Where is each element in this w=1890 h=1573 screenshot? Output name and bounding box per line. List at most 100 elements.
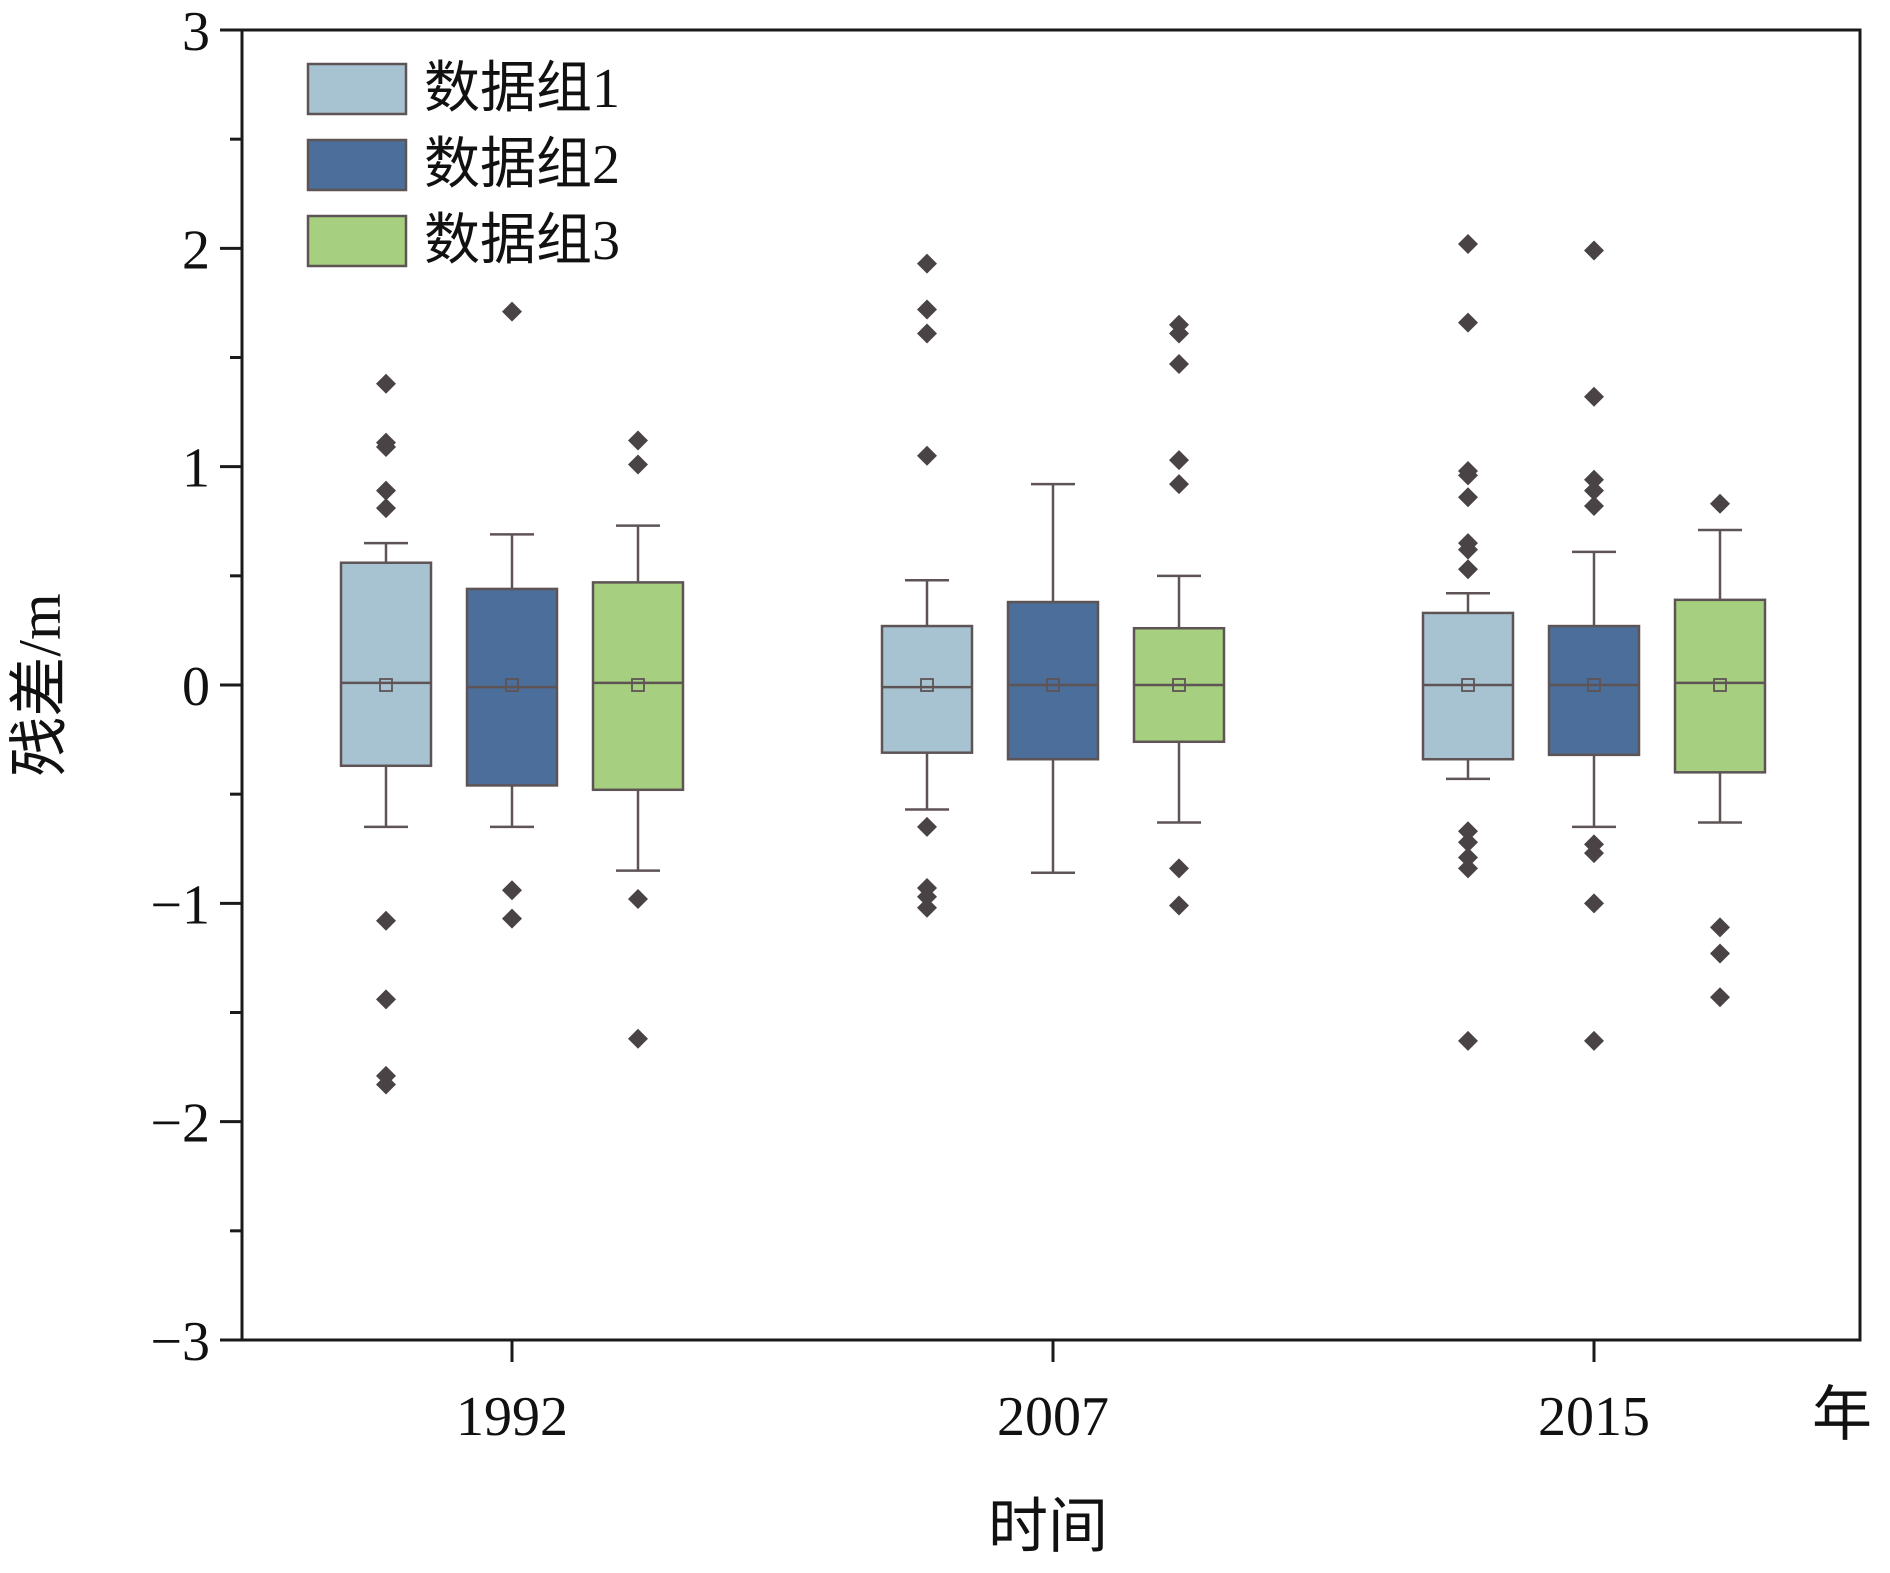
legend-label: 数据组1	[424, 58, 620, 120]
y-tick-label: 2	[182, 219, 210, 281]
box-group	[1547, 240, 1641, 1051]
y-tick-label: −1	[150, 874, 210, 936]
outlier-point	[1710, 493, 1730, 514]
box-group	[880, 253, 974, 918]
mean-marker	[1172, 678, 1186, 692]
outlier-point	[1584, 843, 1604, 864]
outlier-point	[1584, 386, 1604, 407]
outlier-point	[1458, 559, 1478, 580]
outlier-point	[1458, 233, 1478, 254]
outlier-point	[376, 1074, 396, 1095]
x-tick-label: 2007	[997, 1386, 1109, 1448]
box-group	[1132, 314, 1226, 916]
outlier-point	[917, 253, 937, 274]
outlier-point	[376, 480, 396, 501]
outlier-point	[917, 299, 937, 320]
legend-item: 数据组1	[306, 58, 620, 120]
boxes-layer	[339, 233, 1767, 1095]
outlier-point	[376, 437, 396, 458]
outlier-point	[1584, 469, 1604, 490]
outlier-point	[1584, 240, 1604, 261]
outlier-point	[376, 910, 396, 931]
y-tick-label: 3	[182, 1, 210, 63]
box-body	[880, 624, 974, 754]
legend-item: 数据组2	[306, 134, 620, 196]
y-axis-title: 残差/m	[7, 593, 73, 776]
outlier-point	[1458, 539, 1478, 560]
mean-marker	[920, 678, 934, 692]
box-body	[339, 561, 433, 768]
outlier-point	[502, 301, 522, 322]
outlier-point	[1458, 465, 1478, 486]
outlier-point	[502, 908, 522, 929]
legend-swatch	[306, 138, 408, 192]
outlier-point	[376, 373, 396, 394]
box-body	[1006, 600, 1100, 761]
outlier-point	[628, 430, 648, 451]
box-group	[465, 301, 559, 929]
outlier-point	[1584, 893, 1604, 914]
outlier-point	[917, 323, 937, 344]
x-axis-title: 时间	[988, 1494, 1108, 1560]
outlier-point	[376, 989, 396, 1010]
x-tick-label: 1992	[456, 1386, 568, 1448]
legend-swatch	[306, 214, 408, 268]
outlier-point	[1458, 1030, 1478, 1051]
mean-marker	[505, 678, 519, 692]
outlier-point	[917, 897, 937, 918]
outlier-point	[917, 816, 937, 837]
outlier-point	[502, 880, 522, 901]
outlier-point	[628, 1028, 648, 1049]
mean-marker	[1587, 678, 1601, 692]
outlier-point	[1710, 917, 1730, 938]
mean-marker	[1461, 678, 1475, 692]
outlier-point	[1458, 832, 1478, 853]
box-group	[1421, 233, 1515, 1051]
outlier-point	[1169, 858, 1189, 879]
box-group	[1006, 482, 1100, 875]
outlier-point	[1169, 354, 1189, 375]
box-body	[1673, 598, 1767, 774]
y-tick-label: −3	[150, 1311, 210, 1373]
outlier-point	[1584, 495, 1604, 516]
outlier-point	[1458, 847, 1478, 868]
outlier-point	[917, 886, 937, 907]
mean-marker	[631, 678, 645, 692]
outlier-point	[376, 498, 396, 519]
x-axis-unit-label: 年	[1812, 1382, 1872, 1448]
outlier-point	[1458, 312, 1478, 333]
outlier-point	[1169, 474, 1189, 495]
mean-marker	[379, 678, 393, 692]
legend-label: 数据组2	[424, 134, 620, 196]
x-tick-label: 2015	[1538, 1386, 1650, 1448]
y-tick-label: 0	[182, 656, 210, 718]
outlier-point	[1584, 480, 1604, 501]
mean-marker	[1713, 678, 1727, 692]
legend-label: 数据组3	[424, 210, 620, 272]
mean-marker	[1046, 678, 1060, 692]
outlier-point	[1169, 895, 1189, 916]
outlier-point	[1458, 858, 1478, 879]
box-group	[591, 430, 685, 1049]
outlier-point	[1458, 487, 1478, 508]
outlier-point	[1169, 323, 1189, 344]
y-tick-label: −2	[150, 1093, 210, 1155]
outlier-point	[1710, 943, 1730, 964]
legend-item: 数据组3	[306, 210, 620, 272]
legend-swatch	[306, 62, 408, 116]
y-tick-label: 1	[182, 438, 210, 500]
outlier-point	[917, 445, 937, 466]
box-group	[1673, 493, 1767, 1008]
outlier-point	[1169, 450, 1189, 471]
box-body	[1547, 624, 1641, 757]
outlier-point	[1584, 1030, 1604, 1051]
box-group	[339, 373, 433, 1095]
outlier-point	[628, 888, 648, 909]
outlier-point	[1458, 821, 1478, 842]
outlier-point	[1710, 987, 1730, 1008]
legend: 数据组1 数据组2 数据组3	[306, 58, 620, 272]
axes-layer: 3 2 1 0 −1 −2 −3 1992 2007 2015	[150, 1, 1862, 1448]
box-body	[591, 581, 685, 792]
